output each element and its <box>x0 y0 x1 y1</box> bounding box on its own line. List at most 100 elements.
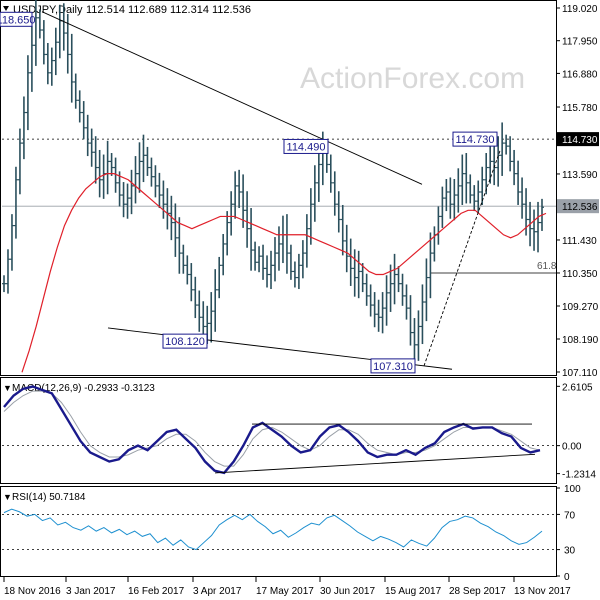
ohlc-bar <box>137 142 142 193</box>
ohlc-bar <box>376 299 381 332</box>
rsi-tick-label: 30 <box>564 546 576 557</box>
ohlc-bar <box>17 128 22 195</box>
ohlc-bar <box>344 224 349 273</box>
ohlc-bar <box>508 136 513 172</box>
ohlc-bar <box>308 188 313 245</box>
macd-title: MACD(12,26,9) -0.2933 -0.3123 <box>12 383 155 394</box>
ohlc-bar <box>292 261 297 288</box>
ohlc-bar <box>129 169 134 215</box>
ohlc-bar <box>33 0 38 66</box>
label-box <box>283 138 329 154</box>
ohlc-bar <box>384 275 389 326</box>
ohlc-bar <box>408 295 413 346</box>
ohlc-bar <box>85 114 90 157</box>
ohlc-bar <box>141 134 146 183</box>
macd-line <box>3 385 541 475</box>
ohlc-bar <box>304 214 309 268</box>
label-text: 114.730 <box>456 134 495 146</box>
label-text: 114.490 <box>287 141 326 153</box>
ohlc-bar <box>29 26 34 92</box>
price-tick-label: 113.590 <box>562 170 598 181</box>
ohlc-bar <box>368 284 373 317</box>
ohlc-bar <box>460 154 465 205</box>
label-text: 118.650 <box>0 14 35 26</box>
ohlc-bar <box>312 165 317 222</box>
price-tick-label: 109.270 <box>562 302 599 313</box>
ohlc-bar <box>272 237 277 282</box>
ohlc-bar <box>77 90 82 123</box>
rsi-tick-label: 70 <box>564 510 576 521</box>
recovery-dashed-line <box>423 150 501 367</box>
ohlc-bar <box>37 9 42 39</box>
x-tick-label: 17 May 2017 <box>256 586 314 597</box>
label-box <box>0 11 33 27</box>
price-tick-label: 115.780 <box>562 103 598 114</box>
moving-average-line <box>21 173 547 373</box>
macd-signal-line <box>3 390 541 467</box>
ohlc-readout: 112.514 112.689 112.314 112.536 <box>86 4 251 16</box>
ohlc-bar <box>5 249 10 294</box>
ohlc-bar <box>360 263 365 293</box>
ohlc-bar <box>332 171 337 216</box>
ohlc-bar <box>257 246 262 273</box>
ohlc-bar <box>265 255 270 288</box>
ohlc-bar <box>472 185 477 212</box>
ohlc-bar <box>496 136 501 187</box>
downtrend-line <box>41 11 423 185</box>
ohlc-bar <box>73 73 78 109</box>
rsi-collapse-icon[interactable]: ▼ <box>3 492 12 502</box>
price-tick-label: 114.730 <box>562 135 598 146</box>
fib-label: 61.8 <box>537 261 557 272</box>
rsi-tick-label: 0 <box>564 572 570 583</box>
ohlc-bar <box>145 146 150 176</box>
swing-high-label: 114.730 <box>452 131 498 147</box>
ohlc-bar <box>225 211 230 256</box>
ohlc-bar <box>121 182 126 218</box>
ohlc-bar <box>516 160 521 205</box>
ohlc-bar <box>392 253 397 305</box>
ohlc-bar <box>480 166 485 205</box>
ohlc-bar <box>209 292 214 343</box>
header-collapse-icon[interactable] <box>3 6 9 11</box>
ohlc-bar <box>97 149 102 198</box>
ohlc-bar <box>464 153 469 204</box>
ohlc-bar <box>181 244 186 274</box>
ohlc-bar <box>189 263 194 302</box>
price-marker-box <box>557 199 599 214</box>
ohlc-bar <box>149 157 154 187</box>
price-tick-label: 116.880 <box>562 69 598 80</box>
ohlc-bar <box>456 168 461 213</box>
ohlc-bar <box>69 33 74 103</box>
x-tick-label: 13 Nov 2017 <box>514 586 571 597</box>
ohlc-bar <box>504 134 509 155</box>
ohlc-bar <box>9 214 14 271</box>
macd-collapse-icon[interactable]: ▼ <box>3 383 12 393</box>
ohlc-bar <box>25 55 30 131</box>
macd-lower-trendline <box>214 453 536 474</box>
ohlc-bar <box>213 269 218 332</box>
label-text: 108.120 <box>165 336 205 348</box>
ohlc-bar <box>45 42 50 85</box>
ohlc-bar <box>300 240 305 279</box>
ohlc-bar <box>261 244 266 280</box>
ohlc-bar <box>13 166 18 239</box>
ohlc-bar <box>276 226 281 271</box>
ohlc-bar <box>177 217 182 274</box>
ohlc-bar <box>21 96 26 160</box>
ohlc-bar <box>233 171 238 219</box>
x-tick-label: 3 Jan 2017 <box>66 586 116 597</box>
ohlc-bar <box>424 258 429 322</box>
label-box <box>370 358 416 374</box>
rsi-panel-frame <box>0 486 557 577</box>
ohlc-bar <box>173 203 178 257</box>
ohlc-bar <box>229 191 234 236</box>
ohlc-bar <box>113 157 118 193</box>
ohlc-bar <box>41 20 46 65</box>
ohlc-bar <box>193 276 198 319</box>
price-panel-frame <box>0 0 557 376</box>
ohlc-bar <box>197 290 202 332</box>
label-box <box>452 131 498 147</box>
rsi-line <box>3 508 543 551</box>
ohlc-bar <box>269 250 274 290</box>
